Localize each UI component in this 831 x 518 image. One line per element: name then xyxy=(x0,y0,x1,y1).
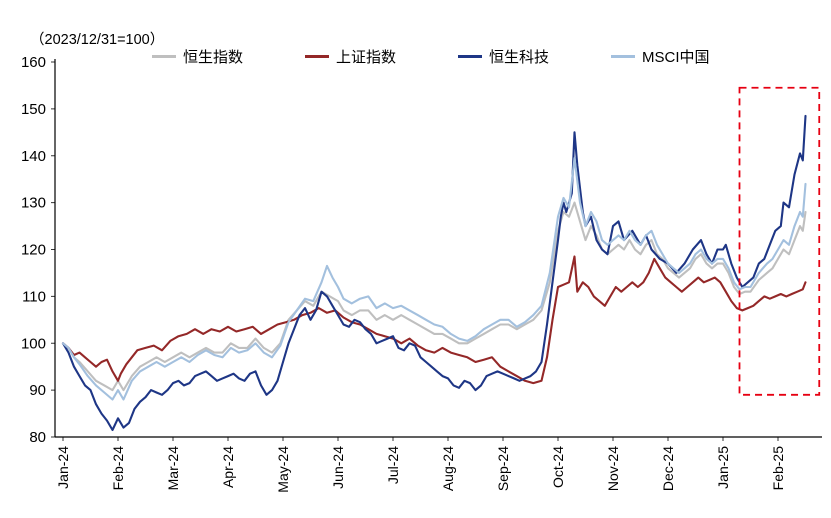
axis-unit-label: （2023/12/31=100） xyxy=(30,32,165,48)
x-tick-label: Apr-24 xyxy=(220,446,236,488)
x-tick-label: Dec-24 xyxy=(660,446,676,491)
y-tick-label: 110 xyxy=(22,288,46,305)
x-tick-label: Jul-24 xyxy=(385,446,401,484)
legend-item-3: MSCI中国 xyxy=(611,46,710,67)
legend-swatch-icon xyxy=(611,54,636,59)
series-line-0 xyxy=(61,201,807,392)
legend-item-2: 恒生科技 xyxy=(458,46,549,67)
y-tick-label: 150 xyxy=(21,101,46,118)
y-tick-label: 160 xyxy=(21,54,46,71)
x-tick-label: Oct-24 xyxy=(550,446,566,488)
series-line-3 xyxy=(61,157,807,401)
y-tick-label: 90 xyxy=(29,382,46,399)
legend-label: 恒生指数 xyxy=(183,49,244,66)
x-tick-label: Nov-24 xyxy=(605,446,621,491)
legend-label: 恒生科技 xyxy=(489,49,550,66)
x-tick-label: Jan-25 xyxy=(715,446,731,489)
y-tick-label: 130 xyxy=(21,195,46,212)
series-line-2 xyxy=(61,114,807,432)
x-tick-label: Feb-24 xyxy=(110,446,126,491)
x-tick-label: Jan-24 xyxy=(55,446,71,489)
series-line-1 xyxy=(61,255,807,385)
x-tick-label: Mar-24 xyxy=(165,446,181,491)
x-tick-label: Sep-24 xyxy=(495,446,511,491)
legend: 恒生指数 上证指数 恒生科技 MSCI中国 xyxy=(152,46,710,67)
x-tick-label: Feb-25 xyxy=(770,446,786,491)
legend-swatch-icon xyxy=(458,54,483,59)
legend-label: MSCI中国 xyxy=(642,49,710,66)
legend-item-0: 恒生指数 xyxy=(152,46,243,67)
x-tick-label: Jun-24 xyxy=(330,446,346,489)
y-tick-label: 100 xyxy=(21,335,46,352)
y-tick-label: 140 xyxy=(21,148,46,165)
legend-label: 上证指数 xyxy=(336,49,397,66)
y-tick-label: 120 xyxy=(21,242,46,259)
legend-item-1: 上证指数 xyxy=(305,46,396,67)
x-tick-label: May-24 xyxy=(275,446,291,493)
legend-swatch-icon xyxy=(305,54,330,59)
legend-swatch-icon xyxy=(152,54,176,59)
highlight-box xyxy=(738,86,821,396)
x-tick-label: Aug-24 xyxy=(440,446,456,491)
y-tick-label: 80 xyxy=(29,429,46,446)
